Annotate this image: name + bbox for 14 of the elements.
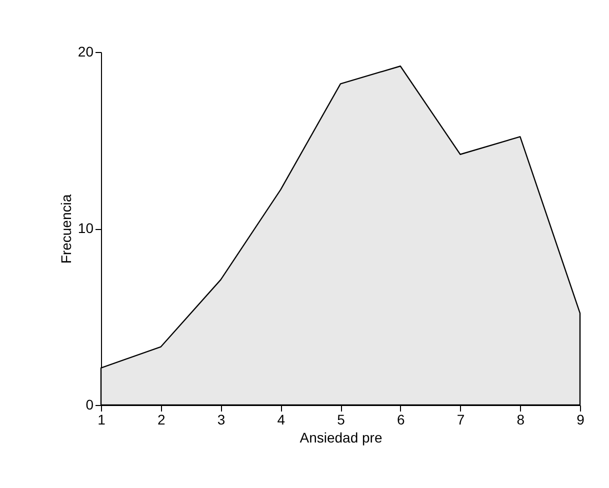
x-tick-label: 7 [456, 412, 465, 428]
y-tick-label: 10 [78, 220, 94, 236]
x-tick-label: 6 [396, 412, 405, 428]
x-tick-label: 5 [337, 412, 346, 428]
x-tick-label: 3 [217, 412, 226, 428]
y-tick-label: 20 [78, 44, 94, 60]
x-axis-title: Ansiedad pre [300, 430, 382, 446]
x-tick-label: 2 [157, 412, 166, 428]
x-tick-label: 1 [98, 412, 106, 428]
x-tick-label: 8 [516, 412, 525, 428]
x-tick-label: 4 [277, 412, 286, 428]
x-tick-label: 9 [576, 412, 585, 428]
y-axis-title: Frecuencia [58, 194, 74, 264]
y-tick-label: 0 [86, 396, 94, 412]
